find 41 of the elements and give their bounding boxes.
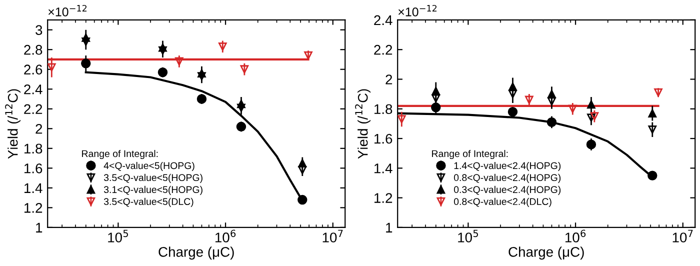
y-tick-label: 1.6 [374,134,392,144]
legend-label: 0.8<Q-value<2.4(DLC) [454,198,552,207]
legend-label: 4<Q-value<5(HOPG) [104,162,194,171]
x-tick-label: 10$^{5}$ [458,230,478,242]
y-tick-label: 1.2 [24,203,42,213]
y-axis-title: Yield (/$^{12}$C) [5,89,21,159]
legend-label: 0.3<Q-value<2.4(HOPG) [454,186,561,195]
y-tick-label: 2 [386,74,392,84]
y-tick-label: 3 [36,25,42,35]
legend-label: 3.5<Q-value<5(DLC) [104,198,194,207]
x-tick-label: 10$^{6}$ [565,230,586,242]
legend-label: 3.5<Q-value<5(HOPG) [104,174,202,183]
x-tick-label: 10$^{5}$ [108,230,128,242]
y-tick-label: 2.2 [374,44,392,55]
y-tick-label: 1 [386,222,392,232]
legend-label: 1.4<Q-value<2.4(HOPG) [454,162,561,171]
y-tick-label: 1.8 [24,144,42,154]
y-tick-label: 2.2 [24,104,42,114]
legend-label: 3.1<Q-value<5(HOPG) [104,186,202,195]
y-tick-label: 2 [36,124,42,134]
y-tick-label: 1.6 [24,163,42,174]
y-tick-label: 1.8 [374,104,392,114]
y-tick-label: 1.2 [374,193,392,203]
y-tick-label: 2.8 [24,44,42,55]
y-tick-label: 1.4 [374,164,392,174]
text: ×10$^{−12}$ [398,4,437,16]
y-tick-label: 1 [36,222,42,232]
x-tick-label: 10$^{7}$ [672,230,693,242]
legend-title: Range of Integral: [432,150,508,160]
y-tick-label: 2.6 [24,64,42,75]
legend-label: 0.8<Q-value<2.4(HOPG) [454,174,561,183]
y-tick-label: 2.4 [374,15,392,25]
x-axis-title: Charge (μC) [158,246,234,260]
x-axis-title: Charge (μC) [508,246,584,260]
y-tick-label: 1.4 [24,183,42,193]
y-axis-title: Yield (/$^{12}$C) [355,89,371,159]
text: ×10$^{−12}$ [48,4,87,16]
x-tick-label: 10$^{6}$ [215,230,236,242]
y-tick-label: 2.4 [24,84,42,94]
legend-title: Range of Integral: [82,150,158,160]
x-tick-label: 10$^{7}$ [322,230,343,242]
